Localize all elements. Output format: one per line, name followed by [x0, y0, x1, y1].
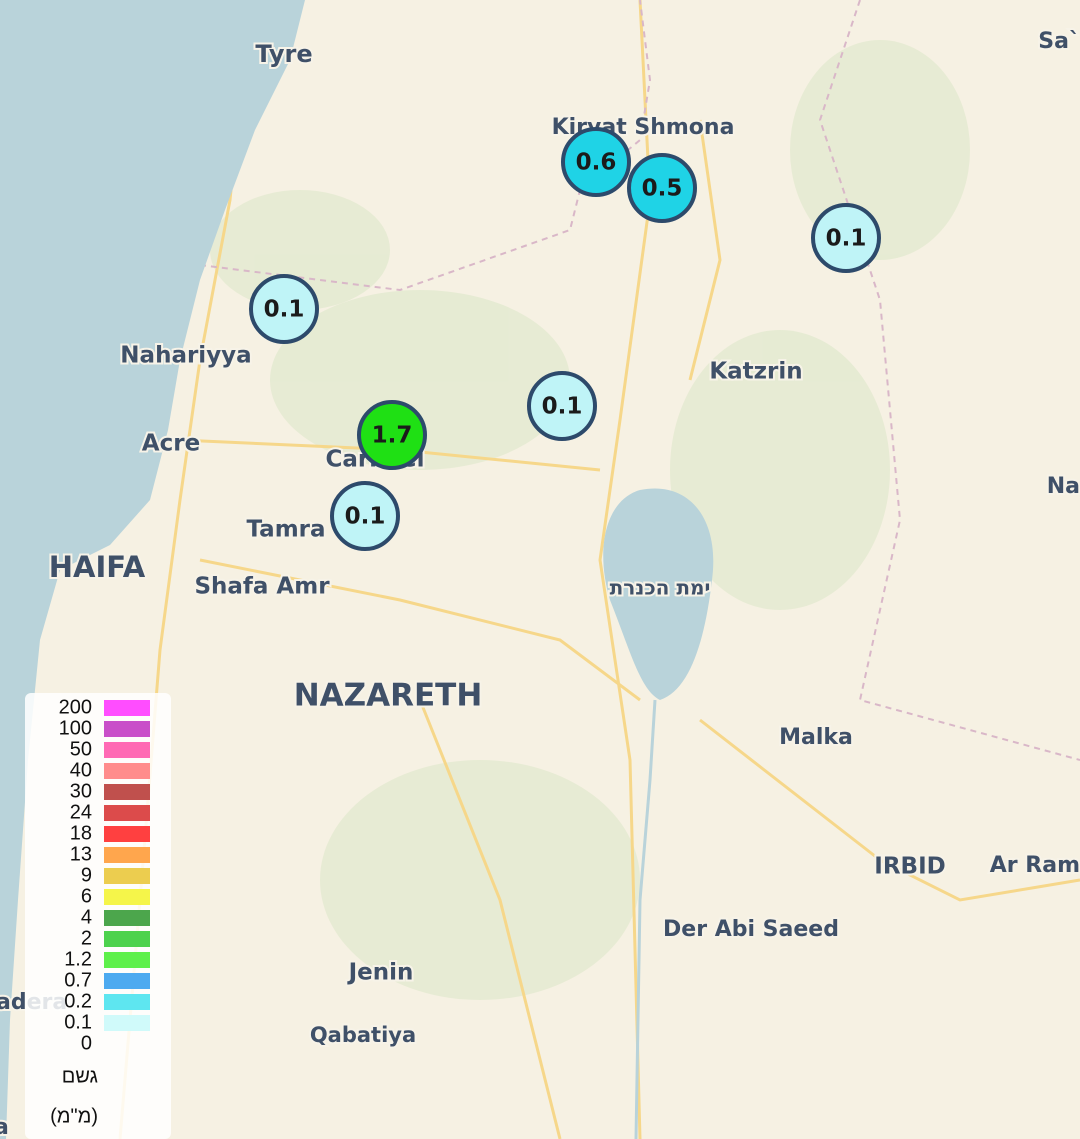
- legend-swatch: [104, 973, 150, 989]
- station-value: 1.7: [372, 423, 413, 449]
- stations: 0.6 0.5 0.1 0.1 0.1 1.7 0.1: [249, 127, 881, 551]
- legend-swatch: [104, 721, 150, 737]
- legend-label: 200: [59, 696, 92, 718]
- legend-swatch: [104, 994, 150, 1010]
- place-label: Tyre: [255, 40, 312, 68]
- legend-label: 100: [59, 717, 92, 739]
- station-marker: [249, 274, 319, 344]
- legend-label: 13: [70, 843, 92, 865]
- legend-label: 40: [70, 759, 92, 781]
- station-marker: [527, 371, 597, 441]
- place-label: Acre: [142, 431, 200, 457]
- legend-swatch: [104, 952, 150, 968]
- legend-swatch: [104, 931, 150, 947]
- station-marker: [627, 153, 697, 223]
- legend-label: 0.7: [64, 969, 92, 991]
- place-label: Na: [1047, 474, 1080, 499]
- station-value: 0.1: [826, 226, 867, 252]
- legend-swatch: [104, 805, 150, 821]
- legend-swatch: [104, 763, 150, 779]
- place-label: Shafa Amr: [194, 574, 330, 600]
- place-label: Katzrin: [709, 359, 802, 385]
- legend-label: 24: [70, 801, 92, 823]
- station-marker: [561, 127, 631, 197]
- legend-label: 0.2: [64, 990, 92, 1012]
- terrain: [210, 40, 970, 1000]
- legend-label: 18: [70, 822, 92, 844]
- station-value: 0.6: [576, 150, 617, 176]
- place-label: Nahariyya: [120, 343, 251, 369]
- place-label: a: [0, 1115, 9, 1139]
- place-label: Der Abi Saeed: [663, 917, 839, 942]
- place-label: Jenin: [347, 960, 414, 986]
- place-label: Ar Ram: [990, 853, 1080, 878]
- legend-swatch: [104, 826, 150, 842]
- station-marker: [357, 400, 427, 470]
- legend-swatch: [104, 889, 150, 905]
- station-value: 0.1: [345, 504, 386, 530]
- legend-label: 30: [70, 780, 92, 802]
- place-label: ימת הכנרת: [610, 576, 711, 600]
- place-label: Malka: [779, 725, 853, 750]
- legend-label: 2: [81, 927, 92, 949]
- station-marker: [330, 481, 400, 551]
- station-value: 0.1: [264, 297, 305, 323]
- legend-label: 0.1: [64, 1011, 92, 1033]
- river: [634, 699, 657, 1139]
- legend-swatch: [104, 847, 150, 863]
- legend-label: 6: [81, 885, 92, 907]
- legend-swatch: [104, 784, 150, 800]
- lake: [603, 488, 714, 700]
- legend-title: גשם: [62, 1065, 98, 1087]
- place-label: IRBID: [874, 854, 945, 880]
- place-label: Sa`: [1038, 29, 1080, 54]
- legend-unit: (מ"מ): [50, 1105, 98, 1127]
- legend-label: 0: [81, 1032, 92, 1054]
- legend-swatch: [104, 868, 150, 884]
- legend-label: 1.2: [64, 948, 92, 970]
- legend-label: 50: [70, 738, 92, 760]
- station-marker: [811, 203, 881, 273]
- legend-label: 4: [81, 906, 92, 928]
- legend-swatch: [104, 700, 150, 716]
- station-value: 0.1: [542, 394, 583, 420]
- place-label: HAIFA: [49, 550, 146, 584]
- legend-swatch: [104, 1015, 150, 1031]
- legend-label: 9: [81, 864, 92, 886]
- place-label: Tamra: [246, 517, 325, 543]
- sea: [0, 0, 305, 1139]
- station-value: 0.5: [642, 176, 683, 202]
- place-label: Qabatiya: [310, 1023, 416, 1047]
- legend-swatch: [104, 742, 150, 758]
- legend-swatch: [104, 910, 150, 926]
- place-label: NAZARETH: [294, 678, 483, 714]
